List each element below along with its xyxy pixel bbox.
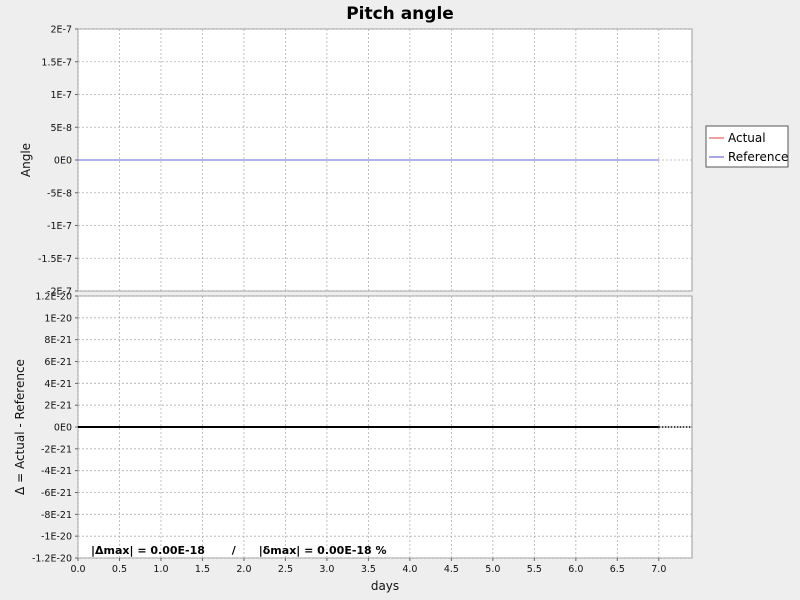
bottom-x-tick-label-1: 0.5 xyxy=(112,564,127,575)
top-y-axis-label: Angle xyxy=(19,143,33,177)
bottom-x-tick-label-10: 5.0 xyxy=(485,564,500,575)
top-y-tick-label-2: 1E-7 xyxy=(50,90,72,101)
bottom-x-tick-label-9: 4.5 xyxy=(444,564,459,575)
bottom-x-tick-label-0: 0.0 xyxy=(70,564,85,575)
top-y-tick-label-0: 2E-7 xyxy=(50,25,72,36)
bottom-x-tick-label-13: 6.5 xyxy=(610,564,625,575)
legend-box xyxy=(705,125,789,168)
bottom-x-tick-label-3: 1.5 xyxy=(195,564,210,575)
top-y-tick-label-8: -2E-7 xyxy=(47,287,72,298)
legend: Actual Reference xyxy=(705,125,789,168)
bottom-x-tick-label-8: 4.0 xyxy=(402,564,417,575)
top-y-tick-label-1: 1.5E-7 xyxy=(41,57,72,68)
top-y-tick-label-4: 0E0 xyxy=(54,156,72,167)
bottom-y-tick-label-12: -1.2E-20 xyxy=(32,554,72,565)
chart-title: Pitch angle xyxy=(346,4,454,24)
bottom-x-tick-label-14: 7.0 xyxy=(651,564,666,575)
bottom-y-tick-label-9: -6E-21 xyxy=(41,488,72,499)
legend-label-reference: Reference xyxy=(728,150,788,164)
x-axis-label: days xyxy=(371,579,399,593)
delta-max-annotation: |Δmax| = 0.00E-18 / |δmax| = 0.00E-18 % xyxy=(91,544,387,557)
bottom-y-tick-label-5: 2E-21 xyxy=(44,401,72,412)
bottom-y-tick-label-7: -2E-21 xyxy=(41,444,72,455)
bottom-y-tick-label-10: -8E-21 xyxy=(41,510,72,521)
legend-label-actual: Actual xyxy=(728,131,766,145)
bottom-y-tick-label-2: 8E-21 xyxy=(44,335,72,346)
bottom-y-tick-label-11: -1E-20 xyxy=(41,532,72,543)
bottom-y-tick-label-6: 0E0 xyxy=(54,423,72,434)
bottom-y-tick-label-4: 4E-21 xyxy=(44,379,72,390)
bottom-y-tick-label-0: 1.2E-20 xyxy=(35,292,72,303)
bottom-x-tick-label-7: 3.5 xyxy=(361,564,376,575)
bottom-x-tick-label-2: 1.0 xyxy=(153,564,168,575)
bottom-y-tick-label-1: 1E-20 xyxy=(44,313,72,324)
bottom-x-tick-label-12: 6.0 xyxy=(568,564,583,575)
bottom-x-tick-label-4: 2.0 xyxy=(236,564,251,575)
top-y-tick-label-3: 5E-8 xyxy=(50,123,72,134)
bottom-x-tick-label-6: 3.0 xyxy=(319,564,334,575)
bottom-x-tick-label-11: 5.5 xyxy=(527,564,542,575)
top-plot-area: 2E-7 1.5E-7 1E-7 5E-8 0E0 -5E-8 -1E-7 -1.5E-7 -2… xyxy=(38,25,693,298)
top-y-tick-label-6: -1E-7 xyxy=(47,221,72,232)
bottom-x-tick-label-5: 2.5 xyxy=(278,564,293,575)
bottom-y-tick-label-3: 6E-21 xyxy=(44,357,72,368)
bottom-y-tick-label-8: -4E-21 xyxy=(41,466,72,477)
top-y-tick-label-5: -5E-8 xyxy=(47,188,72,199)
bottom-y-axis-label: Δ = Actual - Reference xyxy=(13,359,27,495)
top-y-tick-label-7: -1.5E-7 xyxy=(38,254,72,265)
bottom-plot-area: 1.2E-20 1E-20 8E-21 6E-21 4E-21 2E-21 0E0 -2E-2… xyxy=(32,292,693,575)
